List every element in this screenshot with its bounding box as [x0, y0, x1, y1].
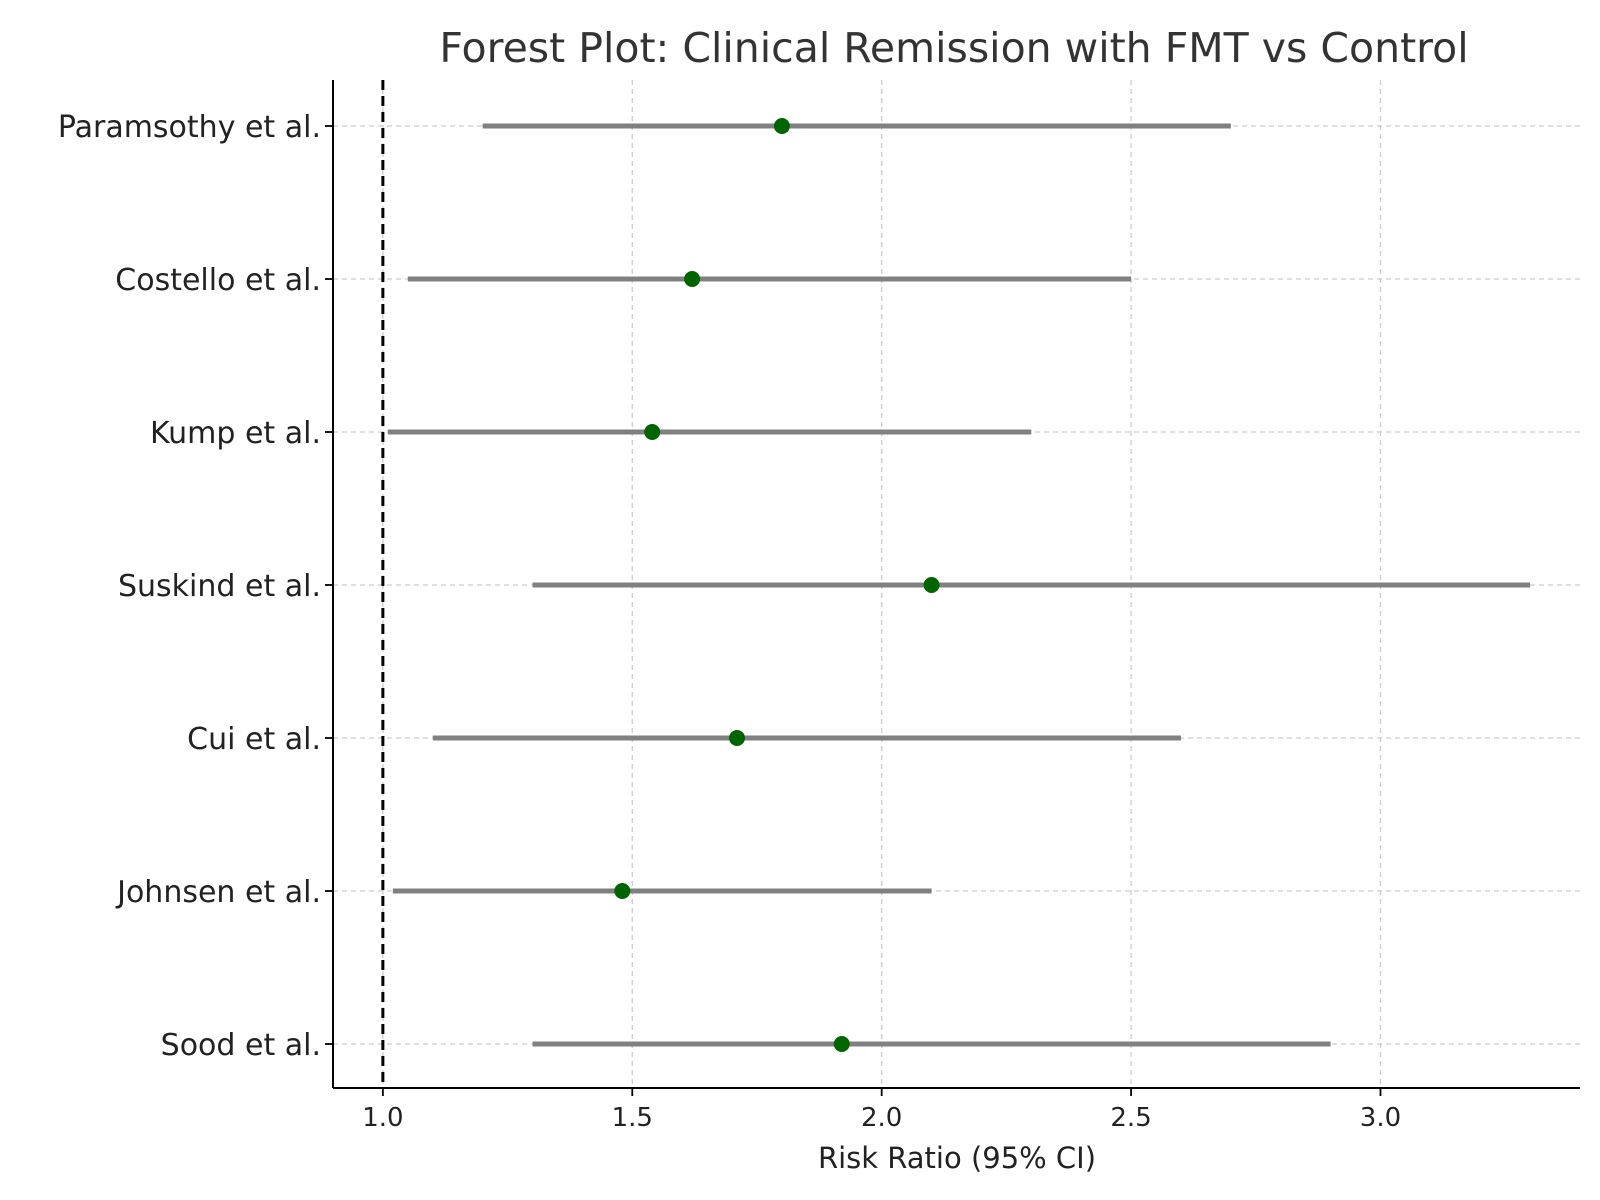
- study-label: Paramsothy et al.: [58, 110, 321, 145]
- risk-ratio-point: [644, 424, 661, 440]
- chart-title: Forest Plot: Clinical Remission with FMT…: [439, 24, 1468, 72]
- risk-ratio-point: [773, 118, 790, 134]
- risk-ratio-point: [729, 730, 746, 746]
- x-tick-label: 1.5: [612, 1103, 653, 1133]
- risk-ratio-point: [923, 577, 940, 593]
- x-tick-label: 1.0: [362, 1103, 403, 1133]
- x-tick-labels: 1.0 1.5 2.0 2.5 3.0: [362, 1088, 1401, 1133]
- study-label: Sood et al.: [161, 1028, 321, 1063]
- study-label: Suskind et al.: [118, 569, 321, 604]
- x-axis-label: Risk Ratio (95% CI): [818, 1141, 1096, 1175]
- point-layer: [614, 118, 940, 1052]
- study-label: Cui et al.: [187, 722, 321, 757]
- x-tick-label: 2.5: [1110, 1103, 1151, 1133]
- risk-ratio-point: [614, 883, 631, 899]
- y-tick-labels: Paramsothy et al. Costello et al. Kump et …: [58, 110, 333, 1063]
- study-label: Johnsen et al.: [115, 875, 321, 910]
- ci-layer: [387, 123, 1531, 1047]
- risk-ratio-point: [684, 271, 701, 287]
- study-label: Kump et al.: [150, 416, 321, 451]
- x-tick-label: 3.0: [1360, 1103, 1401, 1133]
- study-label: Costello et al.: [115, 263, 321, 298]
- x-tick-label: 2.0: [861, 1103, 902, 1133]
- axes: [332, 80, 1580, 1089]
- risk-ratio-point: [833, 1036, 850, 1052]
